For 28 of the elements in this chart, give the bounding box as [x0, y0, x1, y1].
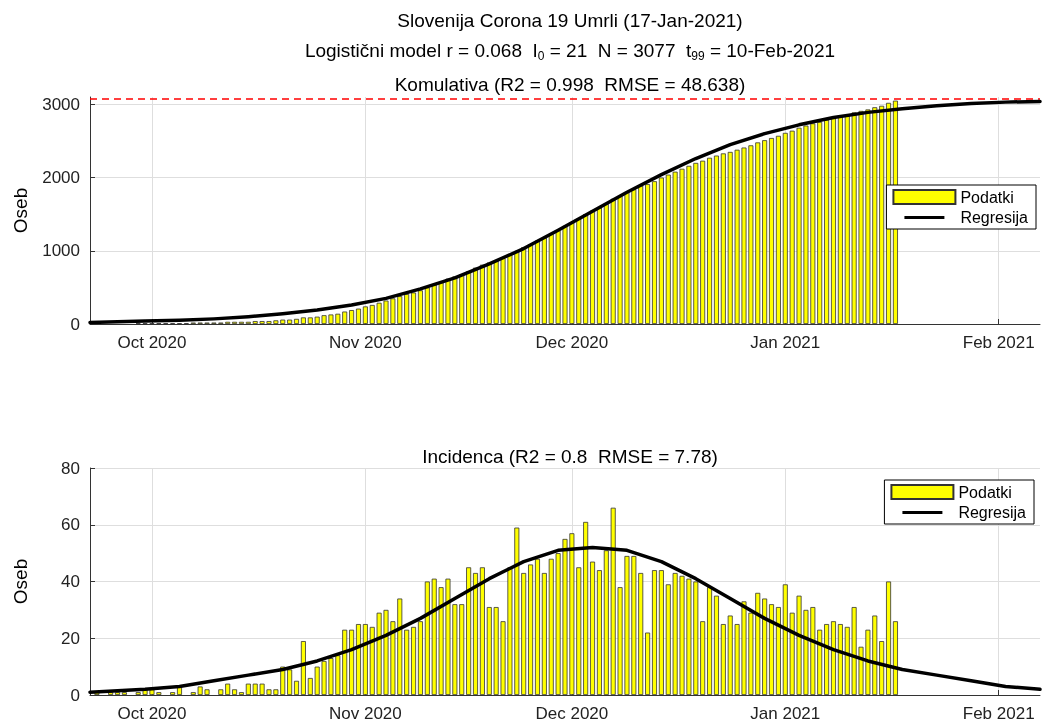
x-tick-label: Oct 2020 [117, 704, 187, 723]
x-tick-label: Feb 2021 [962, 704, 1035, 723]
x-tick-label: Jan 2021 [750, 704, 821, 723]
y-tick-label: 0 [70, 685, 80, 705]
text: Komulativa (R2 = 0.998 RMSE = 48.638) [394, 74, 746, 95]
y-tick-label: 60 [61, 515, 80, 535]
y-tick-label: 80 [61, 458, 80, 478]
legend-label: Regresija [958, 503, 1027, 521]
x-tick-label: Oct 2020 [117, 333, 187, 352]
y-tick-label: 1000 [42, 241, 80, 261]
legend-label: Podatki [958, 483, 1012, 501]
x-tick-label: Dec 2020 [535, 333, 609, 352]
y-tick-label: 3000 [42, 94, 80, 114]
legend-label: Podatki [960, 188, 1014, 206]
x-tick-label: Feb 2021 [962, 333, 1035, 352]
y-tick-label: 40 [61, 572, 80, 591]
y-tick-label: 2000 [42, 168, 80, 188]
x-tick-label: Nov 2020 [328, 704, 402, 723]
y-tick-label: 0 [70, 314, 80, 334]
x-tick-label: Dec 2020 [535, 704, 609, 723]
x-tick-label: Jan 2021 [750, 333, 821, 352]
y-tick-label: 20 [61, 628, 80, 648]
x-tick-label: Nov 2020 [328, 333, 402, 352]
chart-title: Slovenija Corona 19 Umrli (17-Jan-2021) [397, 10, 743, 31]
y-axis-title: Oseb [10, 187, 31, 234]
chart-title: Incidenca (R2 = 0.8 RMSE = 7.78) [422, 446, 718, 467]
y-axis-title: Oseb [10, 558, 31, 605]
legend-label: Regresija [960, 208, 1029, 226]
